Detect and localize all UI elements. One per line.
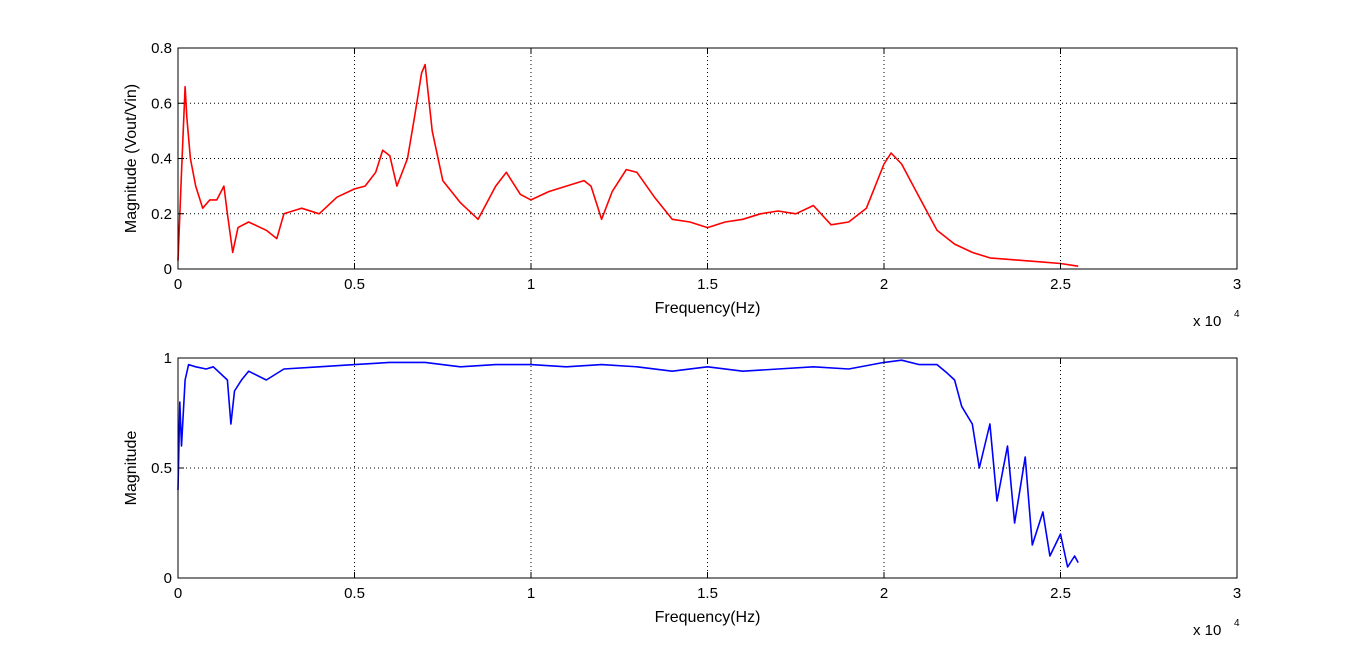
x-exponent-power: 4 xyxy=(1234,309,1240,320)
y-axis-label: Magnitude (Vout/Vin) xyxy=(123,84,140,233)
x-tick-label: 2.5 xyxy=(1050,276,1071,293)
y-tick-label: 0 xyxy=(164,570,172,587)
y-tick-label: 0.2 xyxy=(151,206,172,223)
y-tick-label: 0.5 xyxy=(151,460,172,477)
x-axis-label: Frequency(Hz) xyxy=(655,300,761,317)
x-tick-label: 1 xyxy=(527,585,535,602)
x-tick-label: 3 xyxy=(1233,585,1241,602)
x-tick-label: 2 xyxy=(880,585,888,602)
x-tick-label: 0.5 xyxy=(344,276,365,293)
top-chart-magnitude-vout-vin: 0 0.5 1 1.5 2 2.5 3 0 0.2 0.4 0.6 0.8 Frequency(Hz) M… xyxy=(123,40,1241,330)
x-tick-label: 0.5 xyxy=(344,585,365,602)
y-tick-label: 0 xyxy=(164,261,172,278)
y-axis-label: Magnitude xyxy=(123,431,140,506)
x-tick-label: 1 xyxy=(527,276,535,293)
series-line-0-0 xyxy=(177,63,1079,267)
y-tick-label: 0.4 xyxy=(151,151,172,168)
y-tick-label: 1 xyxy=(164,350,172,367)
y-tick-label: 0.6 xyxy=(151,95,172,112)
x-exponent-power: 4 xyxy=(1234,618,1240,629)
x-tick-label: 0 xyxy=(174,585,182,602)
x-exponent-label: x 10 xyxy=(1193,313,1221,330)
series-line-1-0 xyxy=(177,359,1079,568)
x-exponent-label: x 10 xyxy=(1193,622,1221,639)
x-axis-label: Frequency(Hz) xyxy=(655,609,761,626)
x-tick-label: 3 xyxy=(1233,276,1241,293)
x-tick-label: 2 xyxy=(880,276,888,293)
x-tick-label: 1.5 xyxy=(697,276,718,293)
x-tick-label: 2.5 xyxy=(1050,585,1071,602)
x-tick-label: 1.5 xyxy=(697,585,718,602)
bottom-chart-magnitude: 0 0.5 1 1.5 2 2.5 3 0 0.5 1 Frequency(Hz) Magnitude… xyxy=(123,350,1241,639)
x-tick-label: 0 xyxy=(174,276,182,293)
y-tick-label: 0.8 xyxy=(151,40,172,57)
